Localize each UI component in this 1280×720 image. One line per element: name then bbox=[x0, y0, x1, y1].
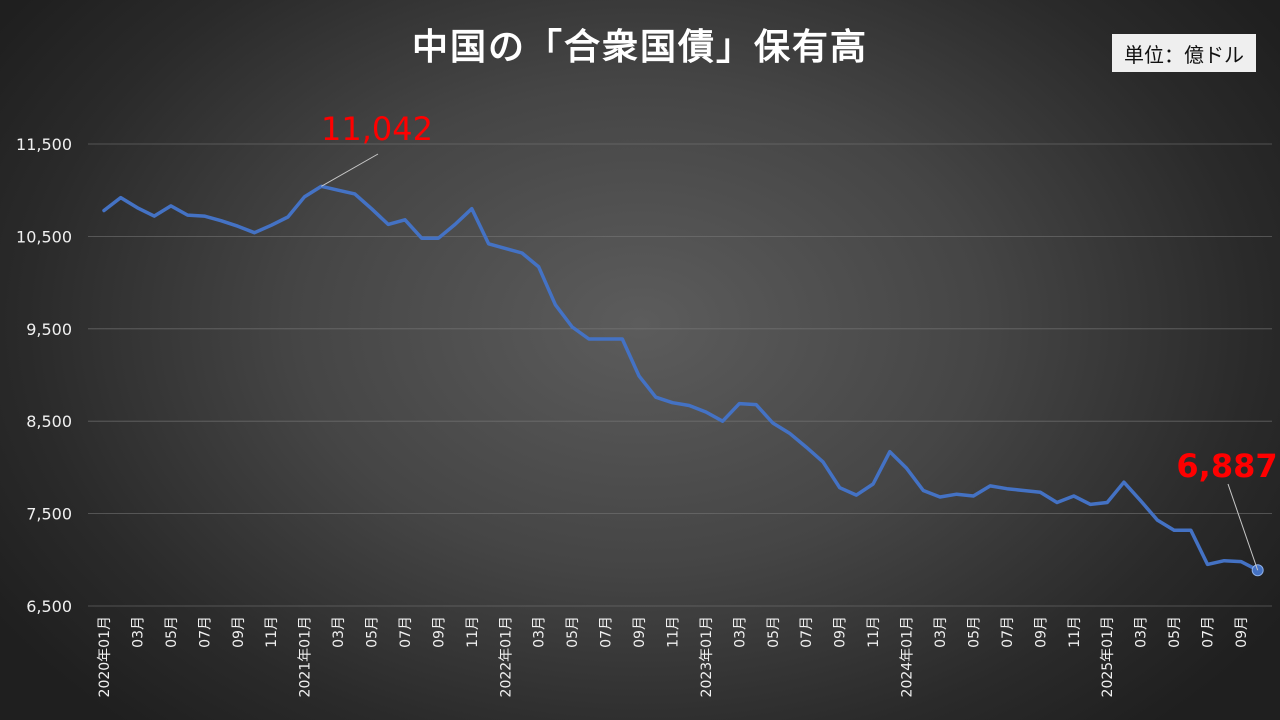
x-tick-label: 03月 bbox=[532, 616, 548, 648]
x-tick-label: 03月 bbox=[933, 616, 949, 648]
x-tick-label: 11月 bbox=[1067, 616, 1083, 648]
x-tick-label: 07月 bbox=[398, 616, 414, 648]
x-tick-label: 05月 bbox=[766, 616, 782, 648]
annotation-max-label: 11,042 bbox=[321, 110, 433, 148]
x-tick-label: 05月 bbox=[565, 616, 581, 648]
x-tick-label: 03月 bbox=[732, 616, 748, 648]
x-tick-label: 11月 bbox=[665, 616, 681, 648]
x-tick-label: 07月 bbox=[1000, 616, 1016, 648]
x-tick-label: 05月 bbox=[966, 616, 982, 648]
x-tick-label: 07月 bbox=[599, 616, 615, 648]
x-tick-label: 2020年01月 bbox=[97, 616, 113, 697]
x-tick-label: 2022年01月 bbox=[498, 616, 514, 697]
annotation-last-label: 6,887 bbox=[1176, 447, 1277, 485]
x-tick-label: 09月 bbox=[1033, 616, 1049, 648]
x-tick-label: 03月 bbox=[331, 616, 347, 648]
x-tick-label: 2024年01月 bbox=[900, 616, 916, 697]
x-tick-label: 09月 bbox=[231, 616, 247, 648]
y-tick-label: 6,500 bbox=[26, 597, 72, 616]
x-tick-label: 05月 bbox=[365, 616, 381, 648]
x-tick-label: 11月 bbox=[866, 616, 882, 648]
x-tick-label: 07月 bbox=[197, 616, 213, 648]
annotation-leader-max bbox=[321, 153, 379, 187]
x-tick-label: 09月 bbox=[833, 616, 849, 648]
x-tick-label: 09月 bbox=[632, 616, 648, 648]
x-tick-label: 11月 bbox=[465, 616, 481, 648]
x-tick-label: 2025年01月 bbox=[1100, 616, 1116, 697]
x-tick-label: 09月 bbox=[1234, 616, 1250, 648]
unit-label: 単位：億ドル bbox=[1112, 34, 1256, 72]
x-tick-label: 2021年01月 bbox=[298, 616, 314, 697]
x-tick-label: 11月 bbox=[264, 616, 280, 648]
x-tick-label: 05月 bbox=[1167, 616, 1183, 648]
x-tick-label: 05月 bbox=[164, 616, 180, 648]
y-tick-label: 9,500 bbox=[26, 320, 72, 339]
y-tick-label: 11,500 bbox=[16, 135, 72, 154]
y-tick-label: 7,500 bbox=[26, 505, 72, 524]
y-tick-label: 8,500 bbox=[26, 412, 72, 431]
series-line bbox=[102, 184, 1260, 572]
annotation-leader-last bbox=[1227, 483, 1259, 571]
x-tick-label: 03月 bbox=[1134, 616, 1150, 648]
chart-title: 中国の「合衆国債」保有高 bbox=[411, 27, 868, 68]
x-tick-label: 09月 bbox=[431, 616, 447, 648]
x-tick-label: 07月 bbox=[1201, 616, 1217, 648]
y-tick-label: 10,500 bbox=[16, 227, 72, 246]
x-tick-label: 2023年01月 bbox=[699, 616, 715, 697]
x-tick-label: 07月 bbox=[799, 616, 815, 648]
x-tick-label: 03月 bbox=[130, 616, 146, 648]
